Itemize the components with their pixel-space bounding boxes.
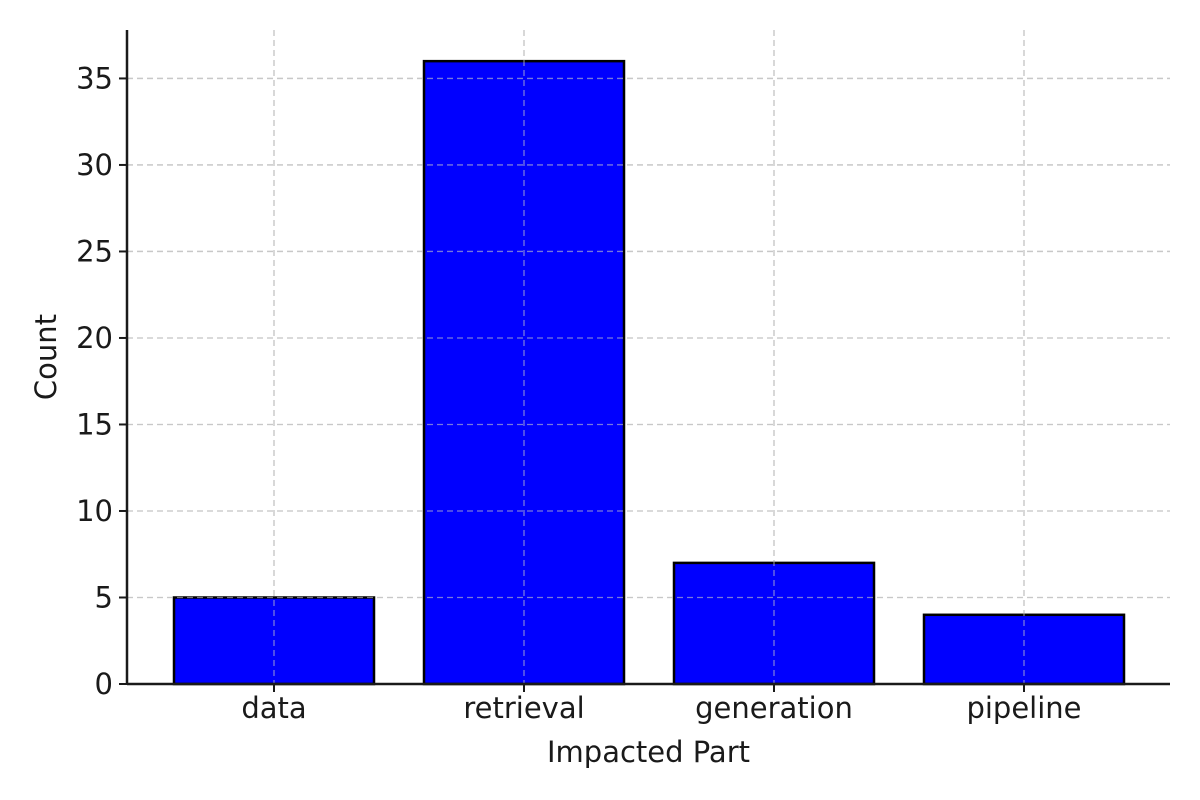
y-tick-label: 15 <box>76 407 113 441</box>
y-tick-label: 30 <box>76 148 113 182</box>
y-tick-label: 10 <box>76 494 113 528</box>
y-tick-label: 0 <box>95 667 113 701</box>
x-tick-label: data <box>241 691 306 725</box>
x-tick-label: generation <box>695 691 853 725</box>
x-tick-label: retrieval <box>463 691 584 725</box>
ticks-layer: 0 5 10 15 20 25 30 35 data retrieval generation pip… <box>76 61 1081 725</box>
y-tick-label: 35 <box>76 61 113 95</box>
y-tick-label: 5 <box>95 580 113 614</box>
y-axis-title: Count <box>29 314 63 400</box>
y-tick-label: 25 <box>76 234 113 268</box>
y-tick-label: 20 <box>76 321 113 355</box>
bars-layer <box>127 30 1170 686</box>
x-axis-title: Impacted Part <box>547 735 750 769</box>
axes-layer <box>125 30 1170 686</box>
x-tick-label: pipeline <box>966 691 1081 725</box>
grid-layer <box>127 30 1170 685</box>
